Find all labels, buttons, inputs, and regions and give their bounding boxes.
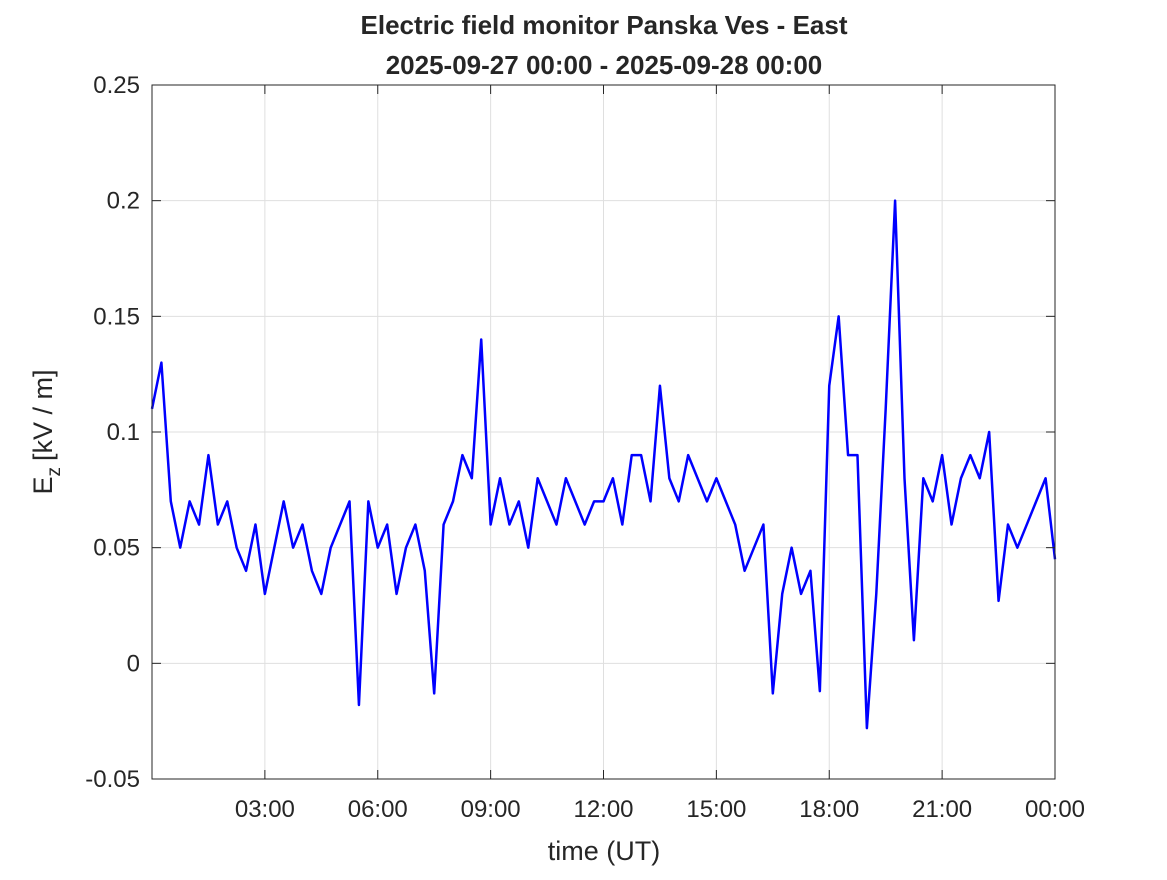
chart-subtitle: 2025-09-27 00:00 - 2025-09-28 00:00 [386,50,823,80]
x-tick-label: 09:00 [461,796,521,823]
x-axis-label: time (UT) [548,836,660,866]
x-tick-label: 15:00 [686,796,746,823]
data-line [150,199,1057,730]
y-label-subscript: z [44,467,65,477]
y-label-unit: [kV / m] [28,369,58,461]
y-tick-label: 0.25 [93,72,140,99]
y-tick-label: 0.2 [107,188,140,215]
y-tick-label: 0.05 [93,535,140,562]
x-tick-label: 12:00 [573,796,633,823]
x-tick-label: 18:00 [799,796,859,823]
chart-title: Electric field monitor Panska Ves - East [361,10,848,40]
y-tick-label: 0.1 [107,419,140,446]
x-tick-label: 06:00 [348,796,408,823]
x-tick-label: 03:00 [235,796,295,823]
y-tick-label: -0.05 [85,766,140,793]
x-tick-label: 21:00 [912,796,972,823]
y-tick-label: 0 [127,650,140,677]
x-tick-label: 00:00 [1025,796,1085,823]
y-label-symbol: E [28,477,58,495]
y-axis-label: Ez [kV / m] [28,369,65,494]
y-tick-label: 0.15 [93,303,140,330]
